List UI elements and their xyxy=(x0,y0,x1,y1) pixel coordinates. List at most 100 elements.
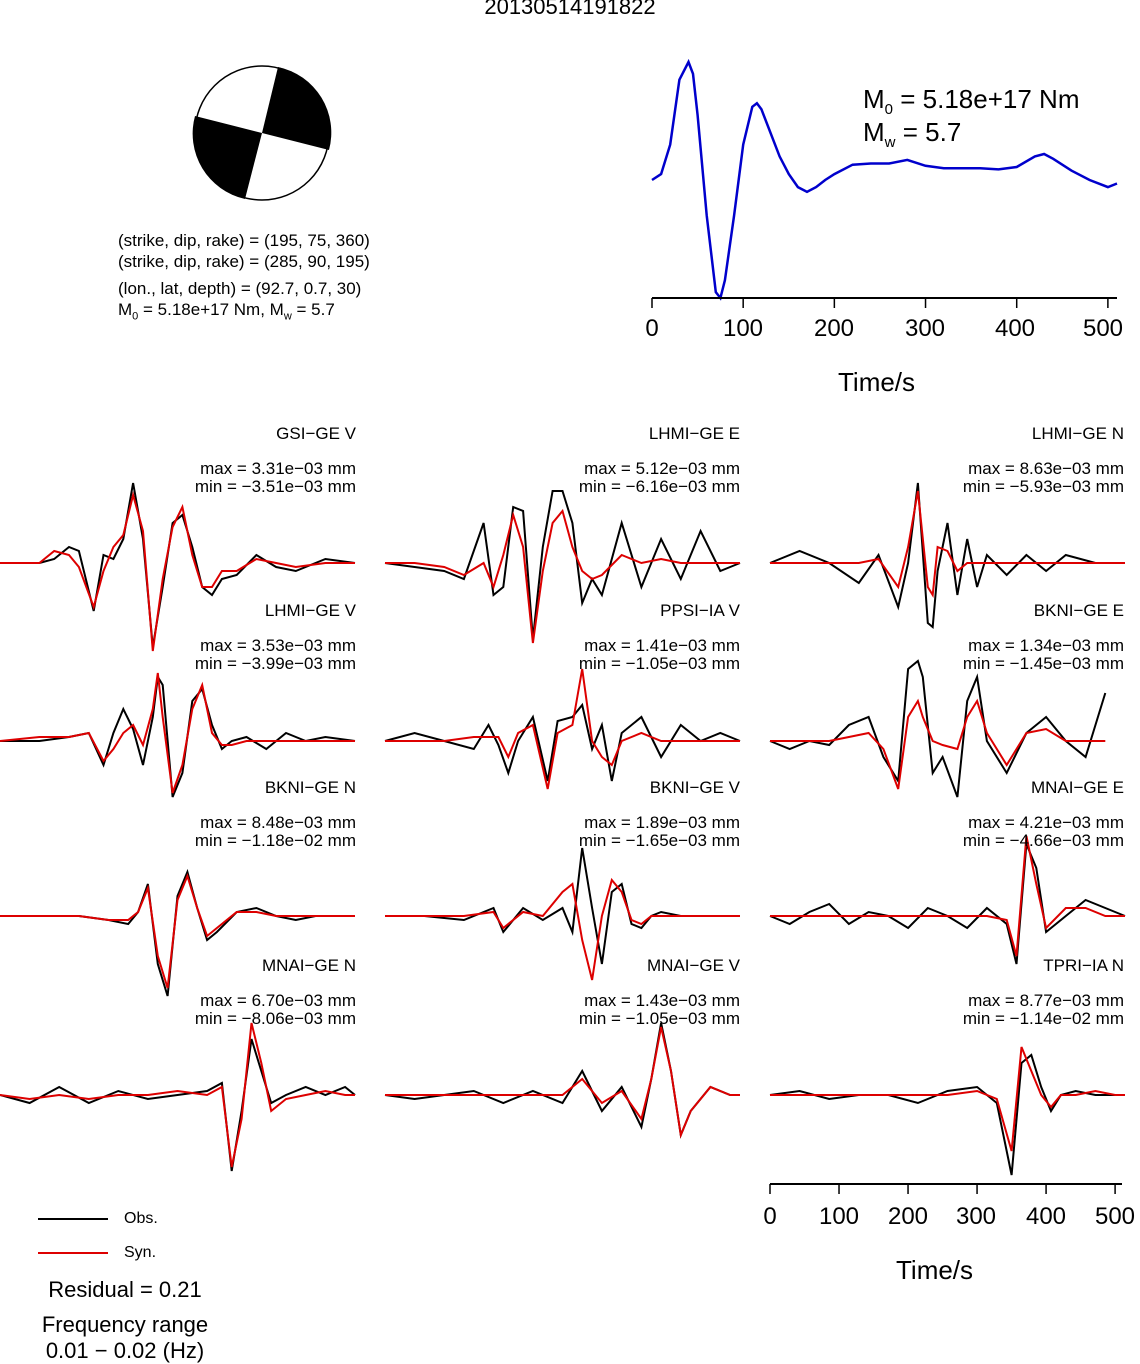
stf-tick-label: 500 xyxy=(1082,315,1124,342)
observed-waveform xyxy=(385,847,740,965)
station-max: max = 1.43e−03 mm xyxy=(584,991,740,1010)
frequency-value: 0.01 − 0.02 (Hz) xyxy=(45,1338,205,1363)
observed-waveform xyxy=(0,482,356,648)
station-name: BKNI−GE E xyxy=(1033,601,1124,620)
fm-line-3: (lon., lat, depth) = (92.7, 0.7, 30) xyxy=(118,279,362,298)
legend-obs-label: Obs. xyxy=(124,1210,158,1227)
stf-tick-labels: 0 100 200 300 400 500 xyxy=(645,315,1123,349)
beachball-quadrant-ne xyxy=(262,67,332,150)
synthetic-waveform xyxy=(0,491,355,652)
bottom-tick-label: 200 xyxy=(887,1203,929,1230)
station-min: min = −6.16e−03 mm xyxy=(578,477,740,496)
bottom-tick-labels: 0 100 200 300 400 500 xyxy=(763,1203,1135,1237)
observed-waveform xyxy=(0,868,355,997)
beachball-quadrant-sw xyxy=(192,116,262,199)
synthetic-waveform xyxy=(385,508,740,644)
station-min: min = −1.05e−03 mm xyxy=(578,654,740,673)
synthetic-waveform xyxy=(0,672,355,794)
station-name: LHMI−GE N xyxy=(1031,424,1124,443)
fm-m0-prefix: M xyxy=(118,300,133,319)
frequency-label: Frequency range xyxy=(41,1312,209,1337)
residual-label: Residual = 0.21 xyxy=(48,1277,202,1302)
observed-waveform xyxy=(384,702,741,782)
fm-m0-sub: 0 xyxy=(132,310,139,323)
fm-m0-rest: = 5.18e+17 Nm, M xyxy=(138,300,284,319)
figure-title: 20130514191822 xyxy=(484,0,656,19)
station-min: min = −1.14e−02 mm xyxy=(962,1009,1124,1028)
synthetic-waveform xyxy=(770,1046,1125,1152)
station-name: PPSI−IA V xyxy=(660,601,740,620)
station-max: max = 8.77e−03 mm xyxy=(968,991,1124,1010)
bottom-tick-label: 400 xyxy=(1025,1203,1067,1230)
station-min: min = −8.06e−03 mm xyxy=(194,1009,356,1028)
station-name: BKNI−GE V xyxy=(649,778,740,797)
stf-mw-prefix: M xyxy=(863,117,885,147)
station-name: BKNI−GE N xyxy=(264,778,356,797)
synthetic-waveform xyxy=(0,1022,355,1168)
station-max: max = 6.70e−03 mm xyxy=(200,991,356,1010)
synthetic-waveform xyxy=(770,490,1125,599)
station-name: LHMI−GE V xyxy=(264,601,356,620)
fm-line-1: (strike, dip, rake) = (195, 75, 360) xyxy=(118,231,370,250)
fm-mw-sub: w xyxy=(283,310,292,323)
stf-m0-label: M0 = 5.18e+17 Nm xyxy=(863,84,1079,118)
station-name: GSI−GE V xyxy=(276,424,356,443)
synthetic-waveform xyxy=(385,877,740,981)
bottom-tick-label: 0 xyxy=(763,1203,777,1230)
synthetic-waveform xyxy=(385,668,740,790)
bottom-tick-label: 100 xyxy=(818,1203,860,1230)
fm-line-2: (strike, dip, rake) = (285, 90, 195) xyxy=(118,252,370,271)
station-max: max = 1.89e−03 mm xyxy=(584,813,740,832)
synthetic-waveform xyxy=(770,835,1125,957)
station-max: max = 5.12e−03 mm xyxy=(584,459,740,478)
station-name: MNAI−GE E xyxy=(1030,778,1124,797)
fm-line-4: M0 = 5.18e+17 Nm, Mw = 5.7 xyxy=(118,299,370,327)
fm-mw-rest: = 5.7 xyxy=(291,300,335,319)
station-max: max = 8.48e−03 mm xyxy=(200,813,356,832)
focal-text: (strike, dip, rake) = (195, 75, 360) (st… xyxy=(118,230,370,327)
station-min: min = −3.99e−03 mm xyxy=(194,654,356,673)
observed-waveform xyxy=(769,659,1107,798)
synthetic-waveform xyxy=(0,873,355,989)
stf-mw-sub: w xyxy=(884,134,896,152)
synthetic-waveform xyxy=(385,1026,740,1139)
stf-m0-prefix: M xyxy=(863,84,885,114)
stf-tick-label: 200 xyxy=(813,315,855,342)
station-max: max = 3.31e−03 mm xyxy=(200,459,356,478)
stf-tick-label: 100 xyxy=(722,315,764,342)
synthetic-waveform xyxy=(770,698,1106,790)
stf-mw-label: Mw = 5.7 xyxy=(863,117,961,151)
station-name: MNAI−GE N xyxy=(262,956,356,975)
observed-waveform xyxy=(769,843,1126,965)
waveform-panels xyxy=(0,482,1126,1176)
waveform-xlabel: Time/s xyxy=(896,1255,974,1285)
bottom-tick-label: 300 xyxy=(955,1203,997,1230)
legend-syn-label: Syn. xyxy=(124,1244,157,1261)
station-name: LHMI−GE E xyxy=(648,424,740,443)
station-min: min = −1.45e−03 mm xyxy=(962,654,1124,673)
beachball xyxy=(192,65,332,201)
station-min: min = −1.18e−02 mm xyxy=(194,831,356,850)
station-max: max = 8.63e−03 mm xyxy=(968,459,1124,478)
observed-waveform xyxy=(769,1053,1125,1176)
station-max: max = 3.53e−03 mm xyxy=(200,636,356,655)
stf-tick-label: 300 xyxy=(904,315,946,342)
station-min: min = −1.05e−03 mm xyxy=(578,1009,740,1028)
station-max: max = 1.34e−03 mm xyxy=(968,636,1124,655)
station-min: min = −1.65e−03 mm xyxy=(578,831,740,850)
station-min: min = −4.66e−03 mm xyxy=(962,831,1124,850)
station-min: min = −5.93e−03 mm xyxy=(962,477,1124,496)
stf-m0-value: = 5.18e+17 Nm xyxy=(893,84,1080,114)
stf-tick-label: 400 xyxy=(994,315,1036,342)
station-name: TPRI−IA N xyxy=(1043,956,1124,975)
station-max: max = 4.21e−03 mm xyxy=(968,813,1124,832)
bottom-tick-label: 500 xyxy=(1094,1203,1136,1230)
waveform-x-axis xyxy=(769,1183,1122,1194)
stf-tick-label: 0 xyxy=(645,315,659,342)
stf-xlabel: Time/s xyxy=(838,367,916,397)
station-name: MNAI−GE V xyxy=(646,956,740,975)
stf-curve xyxy=(651,58,1118,301)
station-min: min = −3.51e−03 mm xyxy=(194,477,356,496)
observed-waveform xyxy=(0,674,356,798)
